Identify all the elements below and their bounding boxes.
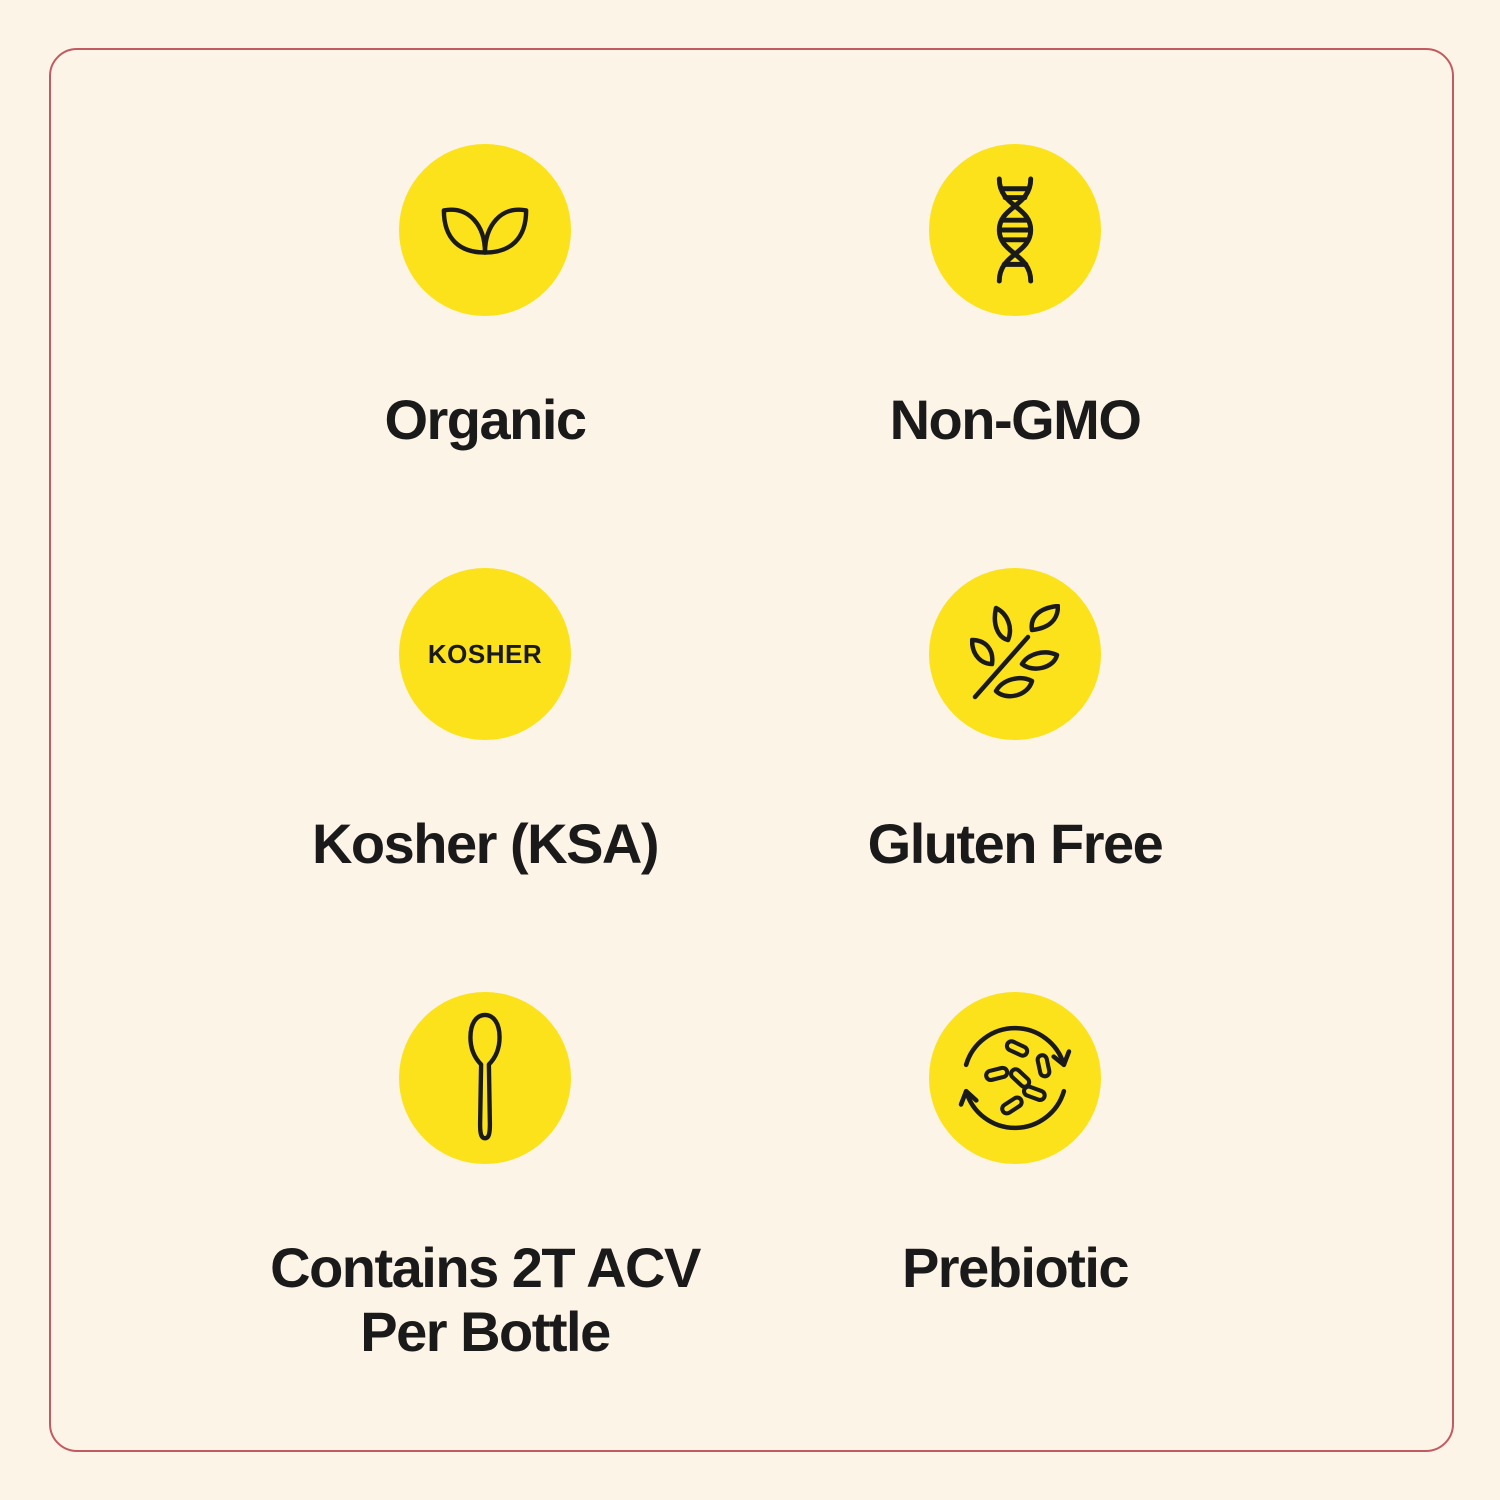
rounded-border-frame [49, 48, 1454, 1452]
badge-prebiotic: Prebiotic [901, 992, 1130, 1364]
badge-non-gmo: Non-GMO [889, 144, 1142, 452]
badge-label: Contains 2T ACV Per Bottle [270, 1236, 701, 1363]
kosher-seal-text: KOSHER [427, 638, 543, 669]
badge-label: Non-GMO [889, 388, 1142, 451]
badge-acv-spoon: Contains 2T ACV Per Bottle [270, 992, 701, 1364]
wheat-branch-icon [969, 604, 1060, 700]
badge-label: Gluten Free [867, 812, 1164, 875]
badge-grid: Organic Non-GMO KOSHER Kosher (KSA) [220, 144, 1280, 1364]
badge-gluten-free: Gluten Free [867, 568, 1164, 876]
badge-kosher: KOSHER Kosher (KSA) [311, 568, 660, 876]
spoon-icon [468, 1012, 502, 1141]
badge-organic: Organic [384, 144, 587, 452]
acv-badge-circle [399, 992, 571, 1164]
badge-label: Prebiotic [901, 1236, 1130, 1299]
dna-icon [996, 176, 1034, 284]
gluten-free-badge-circle [928, 568, 1101, 740]
bacteria-cycle-icon [958, 1025, 1072, 1131]
badge-label: Organic [384, 388, 587, 451]
organic-badge-circle [399, 144, 571, 316]
prebiotic-badge-circle [929, 992, 1101, 1164]
non-gmo-badge-circle [929, 144, 1101, 316]
kosher-seal-icon: KOSHER [399, 568, 571, 740]
leaf-sprout-icon [441, 207, 529, 255]
badge-label: Kosher (KSA) [311, 812, 660, 875]
